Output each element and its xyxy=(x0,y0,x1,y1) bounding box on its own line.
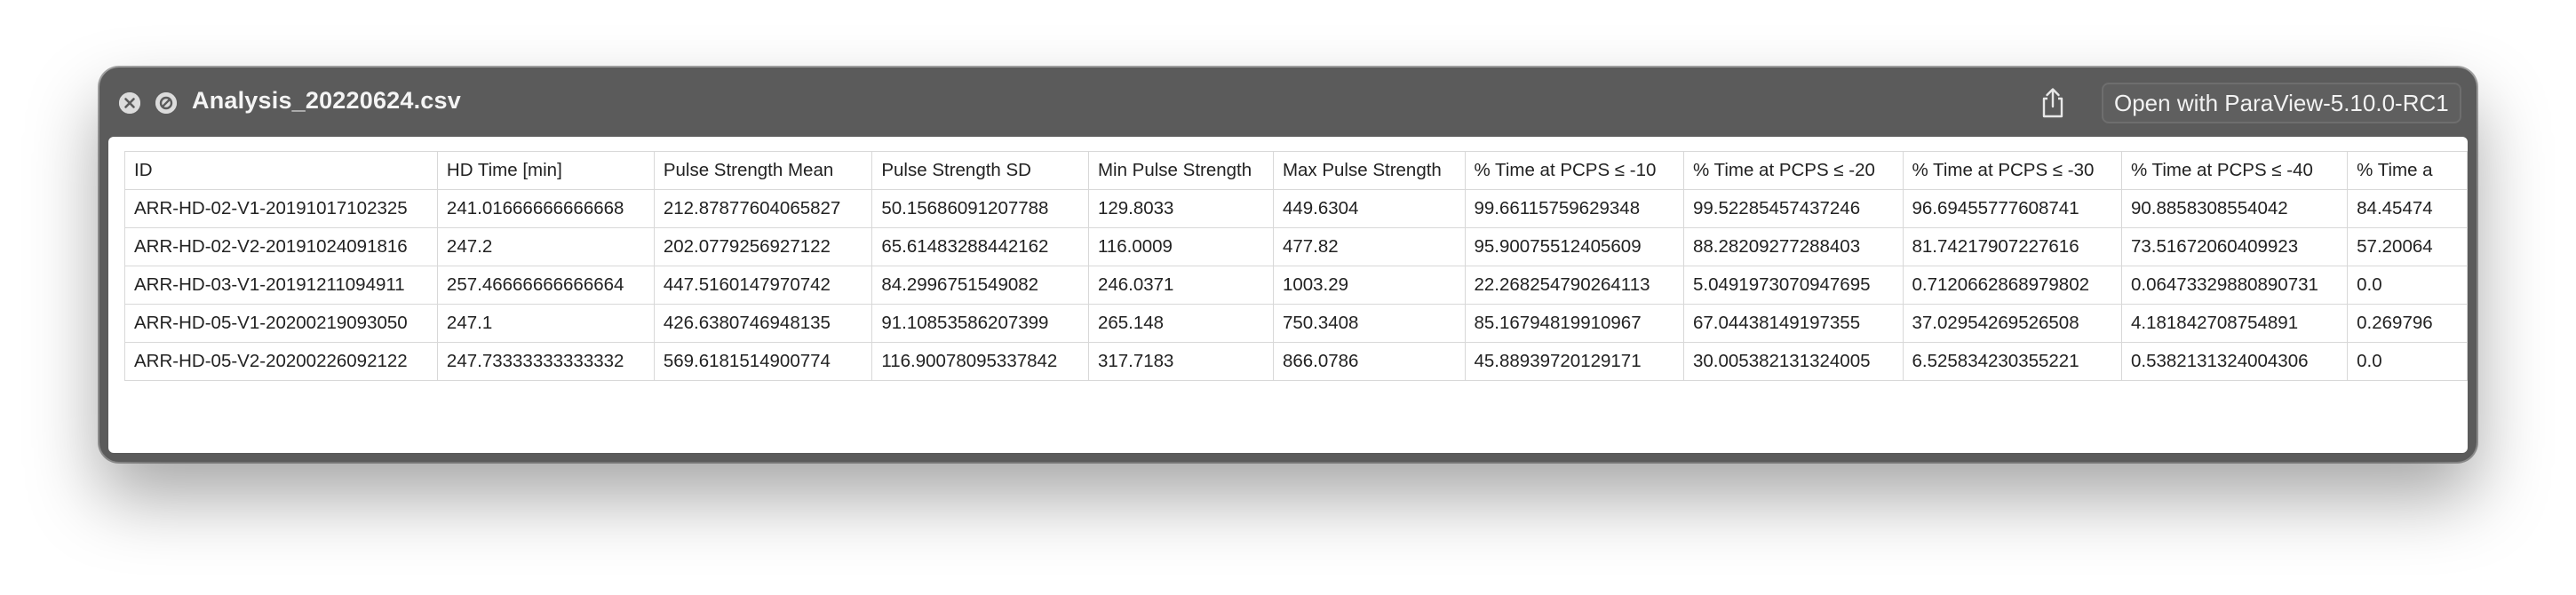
column-header-pcps-cut: % Time a xyxy=(2347,151,2468,190)
table-cell: 73.51672060409923 xyxy=(2120,227,2349,266)
table-cell: 449.6304 xyxy=(1272,189,1466,228)
table-cell: 447.5160147970742 xyxy=(653,266,873,305)
table-cell: 30.005382131324005 xyxy=(1683,342,1904,381)
table-cell: 37.02954269526508 xyxy=(1902,304,2122,343)
table-cell: 88.28209277288403 xyxy=(1683,227,1904,266)
table-cell: 90.8858308554042 xyxy=(2120,189,2349,228)
table-row: ARR-HD-05-V1-20200219093050 247.1 426.63… xyxy=(124,304,2468,343)
open-with-button[interactable]: Open with ParaView-5.10.0-RC1 xyxy=(2102,83,2461,123)
table-cell: 85.16794819910967 xyxy=(1464,304,1684,343)
table-cell: 6.525834230355221 xyxy=(1902,342,2122,381)
table-cell: 81.74217907227616 xyxy=(1902,227,2122,266)
table-cell: 45.88939720129171 xyxy=(1464,342,1684,381)
table-cell: 265.148 xyxy=(1087,304,1274,343)
table-cell: 129.8033 xyxy=(1087,189,1274,228)
table-cell: ARR-HD-02-V1-20191017102325 xyxy=(124,189,438,228)
table-cell: 257.46666666666664 xyxy=(436,266,655,305)
table-cell: 0.0 xyxy=(2347,342,2468,381)
column-header-pcps-30: % Time at PCPS ≤ -30 xyxy=(1902,151,2122,190)
table-cell: 0.5382131324004306 xyxy=(2120,342,2349,381)
table-cell: 866.0786 xyxy=(1272,342,1466,381)
table-cell: 91.10853586207399 xyxy=(871,304,1089,343)
table-cell: 477.82 xyxy=(1272,227,1466,266)
table-cell: 426.6380746948135 xyxy=(653,304,873,343)
table-cell: 0.0 xyxy=(2347,266,2468,305)
table-cell: 0.269796 xyxy=(2347,304,2468,343)
table-cell: 116.0009 xyxy=(1087,227,1274,266)
table-cell: 247.73333333333332 xyxy=(436,342,655,381)
table-cell: 317.7183 xyxy=(1087,342,1274,381)
table-cell: 84.2996751549082 xyxy=(871,266,1089,305)
csv-preview: ID HD Time [min] Pulse Strength Mean Pul… xyxy=(108,137,2468,453)
table-cell: 569.6181514900774 xyxy=(653,342,873,381)
fullscreen-button[interactable] xyxy=(155,92,177,114)
table-cell: 212.87877604065827 xyxy=(653,189,873,228)
share-button[interactable] xyxy=(2038,87,2068,119)
table-cell: 246.0371 xyxy=(1087,266,1274,305)
table-cell: 57.20064 xyxy=(2347,227,2468,266)
table-row: ARR-HD-02-V1-20191017102325 241.01666666… xyxy=(124,189,2468,228)
csv-table: ID HD Time [min] Pulse Strength Mean Pul… xyxy=(124,151,2468,381)
no-entry-icon xyxy=(155,92,177,114)
table-cell: 4.181842708754891 xyxy=(2120,304,2349,343)
table-cell: 96.69455777608741 xyxy=(1902,189,2122,228)
column-header-pulse-sd: Pulse Strength SD xyxy=(871,151,1089,190)
table-cell: 0.7120662868979802 xyxy=(1902,266,2122,305)
share-icon xyxy=(2042,88,2063,118)
table-cell: 202.0779256927122 xyxy=(653,227,873,266)
table-cell: 750.3408 xyxy=(1272,304,1466,343)
column-header-hd-time: HD Time [min] xyxy=(436,151,655,190)
table-cell: 5.0491973070947695 xyxy=(1683,266,1904,305)
table-cell: 50.15686091207788 xyxy=(871,189,1089,228)
column-header-pulse-mean: Pulse Strength Mean xyxy=(653,151,873,190)
table-cell: 99.52285457437246 xyxy=(1683,189,1904,228)
table-cell: 1003.29 xyxy=(1272,266,1466,305)
table-cell: 65.61483288442162 xyxy=(871,227,1089,266)
window-title: Analysis_20220624.csv xyxy=(192,87,461,114)
table-row: ARR-HD-03-V1-20191211094911 257.46666666… xyxy=(124,266,2468,305)
column-header-pcps-10: % Time at PCPS ≤ -10 xyxy=(1464,151,1684,190)
table-cell: 84.45474 xyxy=(2347,189,2468,228)
quicklook-window: Analysis_20220624.csv Open with ParaView… xyxy=(99,67,2477,462)
column-header-id: ID xyxy=(124,151,438,190)
table-cell: 99.66115759629348 xyxy=(1464,189,1684,228)
table-cell: 247.1 xyxy=(436,304,655,343)
table-cell: 116.90078095337842 xyxy=(871,342,1089,381)
table-cell: 0.06473329880890731 xyxy=(2120,266,2349,305)
table-cell: ARR-HD-05-V1-20200219093050 xyxy=(124,304,438,343)
table-cell: ARR-HD-02-V2-20191024091816 xyxy=(124,227,438,266)
header-row: ID HD Time [min] Pulse Strength Mean Pul… xyxy=(124,151,2468,190)
table-cell: ARR-HD-03-V1-20191211094911 xyxy=(124,266,438,305)
title-bar: Analysis_20220624.csv Open with ParaView… xyxy=(99,67,2477,135)
table-cell: 95.90075512405609 xyxy=(1464,227,1684,266)
table-cell: 22.268254790264113 xyxy=(1464,266,1684,305)
column-header-max-pulse: Max Pulse Strength xyxy=(1272,151,1466,190)
table-cell: 247.2 xyxy=(436,227,655,266)
column-header-pcps-40: % Time at PCPS ≤ -40 xyxy=(2120,151,2349,190)
close-icon xyxy=(119,92,140,114)
table-cell: 67.04438149197355 xyxy=(1683,304,1904,343)
table-cell: ARR-HD-05-V2-20200226092122 xyxy=(124,342,438,381)
table-row: ARR-HD-02-V2-20191024091816 247.2 202.07… xyxy=(124,227,2468,266)
close-button[interactable] xyxy=(119,92,140,114)
table-cell: 241.01666666666668 xyxy=(436,189,655,228)
column-header-min-pulse: Min Pulse Strength xyxy=(1087,151,1274,190)
table-row: ARR-HD-05-V2-20200226092122 247.73333333… xyxy=(124,342,2468,381)
column-header-pcps-20: % Time at PCPS ≤ -20 xyxy=(1683,151,1904,190)
